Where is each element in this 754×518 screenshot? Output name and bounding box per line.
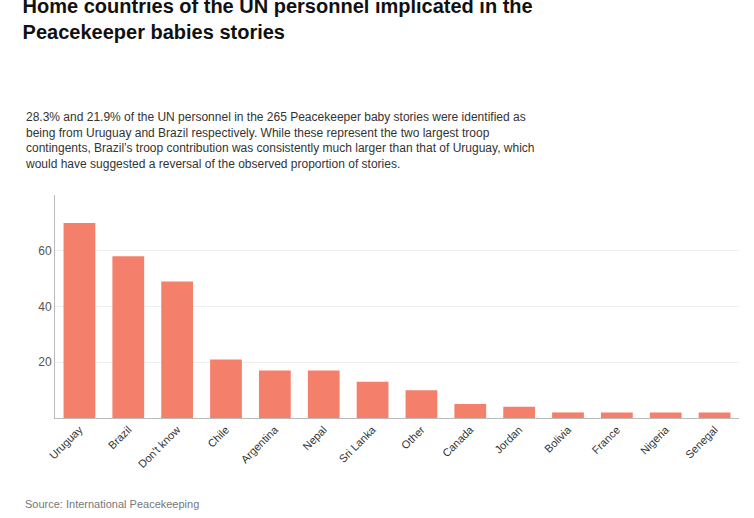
svg-text:Brazil: Brazil	[106, 424, 134, 452]
svg-text:Canada: Canada	[440, 423, 476, 459]
svg-text:Nepal: Nepal	[300, 424, 329, 453]
svg-text:Don't know: Don't know	[136, 423, 183, 470]
svg-text:Senegal: Senegal	[683, 424, 720, 461]
svg-text:Other: Other	[399, 423, 427, 451]
svg-text:France: France	[589, 424, 622, 457]
svg-text:Home countries of the UN perso: Home countries of the UN personnel impli…	[23, 0, 533, 43]
svg-text:Nigeria: Nigeria	[638, 423, 672, 457]
svg-text:40: 40	[38, 300, 52, 314]
svg-text:Sri Lanka: Sri Lanka	[337, 423, 379, 465]
svg-text:20: 20	[38, 355, 52, 369]
svg-text:Argentina: Argentina	[238, 423, 280, 465]
svg-text:Source: International Peacekee: Source: International Peacekeeping	[25, 498, 199, 510]
svg-text:Jordan: Jordan	[492, 424, 524, 456]
svg-text:Uruguay: Uruguay	[47, 423, 85, 461]
svg-text:28.3% and 21.9% of the UN pers: 28.3% and 21.9% of the UN personnel in t…	[25, 110, 534, 171]
svg-text:Chile: Chile	[205, 424, 231, 450]
svg-text:Bolivia: Bolivia	[542, 423, 574, 455]
svg-text:60: 60	[38, 244, 52, 258]
